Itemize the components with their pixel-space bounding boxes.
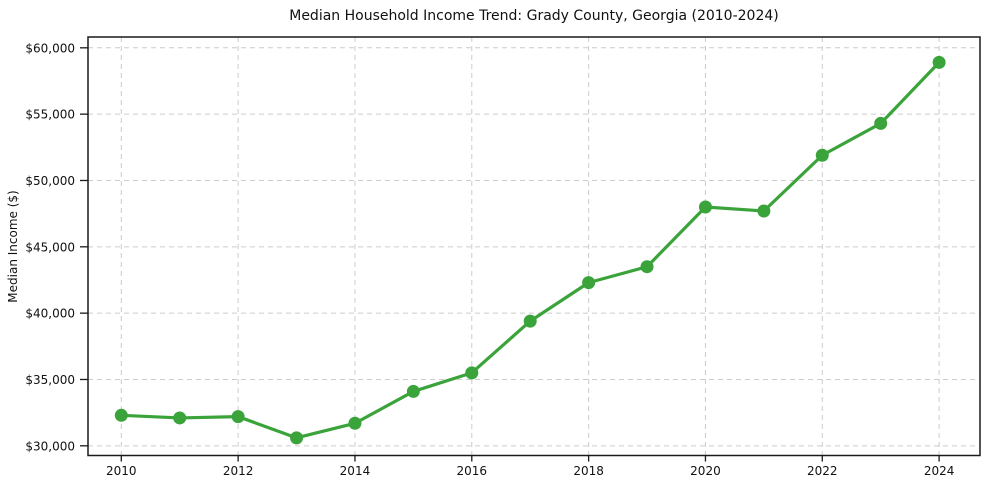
data-point-2013 [290,431,304,445]
data-point-2015 [406,384,420,398]
data-point-2014 [348,416,362,430]
x-tick-label: 2012 [223,464,254,478]
data-point-2018 [582,276,596,290]
x-tick-label: 2022 [807,464,838,478]
plot-border [87,36,981,457]
x-tick-label: 2020 [690,464,721,478]
x-tick-label: 2018 [573,464,604,478]
x-tick-label: 2024 [924,464,955,478]
y-tick-label: $40,000 [25,307,75,321]
data-point-2023 [874,116,888,130]
y-tick-label: $35,000 [25,373,75,387]
x-tick-label: 2016 [457,464,488,478]
data-point-2024 [932,55,946,69]
data-point-2016 [465,366,479,380]
y-tick-label: $50,000 [25,174,75,188]
y-tick-label: $55,000 [25,108,75,122]
y-tick-label: $60,000 [25,41,75,55]
data-point-2020 [698,200,712,214]
x-tick-label: 2014 [340,464,371,478]
y-tick-label: $45,000 [25,240,75,254]
y-tick-label: $30,000 [25,439,75,453]
data-point-2022 [815,148,829,162]
data-point-2010 [114,408,128,422]
data-point-2011 [173,411,187,425]
data-point-2021 [757,204,771,218]
data-point-2012 [231,410,245,424]
x-tick-label: 2010 [106,464,137,478]
chart-title: Median Household Income Trend: Grady Cou… [289,8,779,24]
data-point-2017 [523,314,537,328]
trend-line [119,60,941,440]
data-point-2019 [640,260,654,274]
